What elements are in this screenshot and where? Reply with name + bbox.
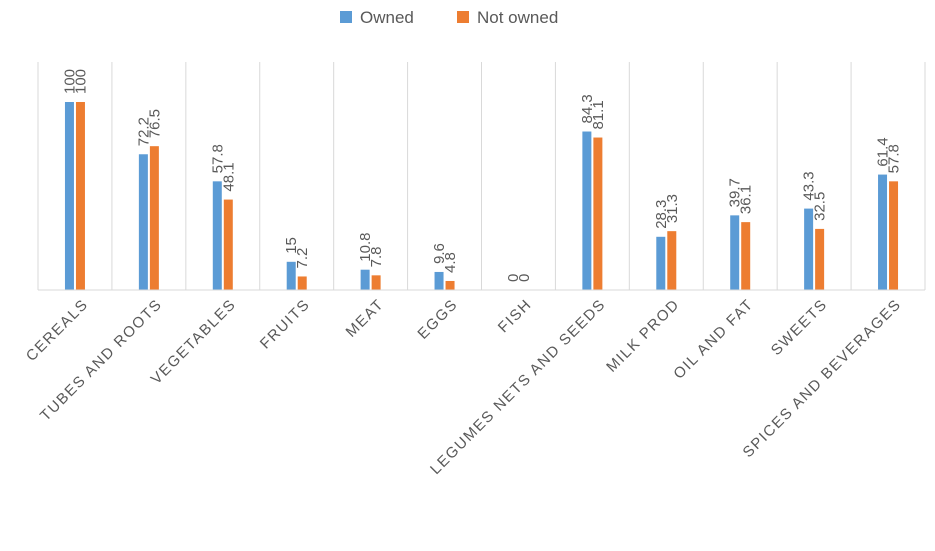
data-label: 9.6 [431, 243, 448, 264]
data-label: 36.1 [738, 185, 755, 214]
data-label: 72.2 [135, 117, 152, 146]
data-label: 28.3 [653, 200, 670, 229]
category-label: OIL AND FAT [670, 296, 757, 383]
bar-owned [656, 236, 666, 290]
bar-owned [212, 181, 222, 290]
grid [37, 62, 926, 290]
bar-owned [360, 269, 370, 290]
bar-owned [582, 131, 592, 290]
bar-not-owned [371, 275, 381, 290]
bar-owned [730, 215, 740, 290]
legend-swatch [340, 11, 352, 23]
data-label: 31.3 [664, 194, 681, 223]
data-label: 43.3 [801, 171, 818, 200]
bar-not-owned [889, 181, 899, 290]
bar-not-owned [815, 228, 825, 290]
bar-not-owned [667, 231, 677, 290]
data-label: 48.1 [220, 162, 237, 191]
bars [64, 102, 899, 290]
legend-swatch [457, 11, 469, 23]
category-label: MEAT [343, 296, 388, 341]
data-label: 57.8 [209, 144, 226, 173]
data-label: 84.3 [579, 94, 596, 123]
data-label: 32.5 [812, 192, 829, 221]
data-label: 61.4 [875, 137, 892, 166]
bar-owned [878, 174, 888, 290]
data-label: 57.8 [886, 144, 903, 173]
data-label: 100 [72, 69, 89, 94]
category-label: SPICES AND BEVERAGES [740, 296, 905, 461]
bar-owned [434, 271, 444, 290]
data-label: 0 [516, 274, 533, 282]
legend-label: Not owned [477, 8, 558, 27]
category-label: FRUITS [257, 296, 314, 353]
bar-not-owned [593, 137, 603, 290]
bar-not-owned [445, 280, 455, 290]
data-label: 7.2 [294, 248, 311, 269]
legend: Owned Not owned [340, 8, 558, 27]
bar-owned [286, 261, 296, 290]
bar-not-owned [297, 276, 307, 290]
bar-not-owned [741, 222, 751, 290]
data-label: 7.8 [368, 246, 385, 267]
data-label: 15 [283, 237, 300, 254]
category-label: EGGS [414, 296, 461, 343]
category-label: SWEETS [768, 296, 831, 359]
category-label: FISH [495, 296, 535, 336]
bar-owned [64, 102, 74, 290]
data-label: 76.5 [146, 109, 163, 138]
data-label: 100 [61, 69, 78, 94]
data-label: 0 [505, 274, 522, 282]
bar-owned [138, 154, 148, 290]
data-label: 39.7 [727, 178, 744, 207]
data-label: 10.8 [357, 232, 374, 261]
bar-owned [804, 208, 814, 290]
category-label: TUBES AND ROOTS [37, 296, 166, 425]
bar-not-owned [149, 146, 159, 290]
bar-not-owned [75, 102, 85, 290]
category-label: CEREALS [23, 296, 92, 365]
bar-not-owned [223, 199, 233, 290]
data-label: 4.8 [442, 252, 459, 273]
category-label: MILK PROD [603, 296, 683, 376]
data-label: 81.1 [590, 100, 607, 129]
legend-label: Owned [360, 8, 414, 27]
